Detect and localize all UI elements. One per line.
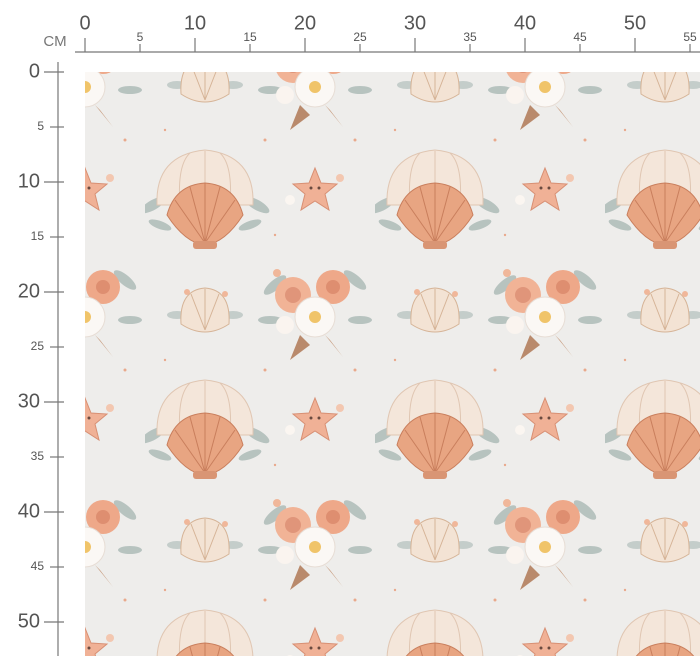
top-tick-label: 40 (514, 12, 536, 34)
left-tick-label: 20 (18, 280, 40, 302)
top-tick-label: 20 (294, 12, 316, 34)
top-tick-label: 5 (137, 30, 144, 44)
top-tick-label: 0 (79, 12, 90, 34)
left-tick-label: 30 (18, 390, 40, 412)
left-tick-label: 35 (31, 449, 45, 463)
left-tick-label: 25 (31, 339, 45, 353)
left-tick-label: 5 (37, 119, 44, 133)
top-tick-label: 45 (573, 30, 587, 44)
top-tick-label: 55 (683, 30, 697, 44)
fabric-pattern (85, 72, 700, 656)
left-tick-label: 40 (18, 500, 40, 522)
left-tick-label: 45 (31, 559, 45, 573)
top-tick-label: 50 (624, 12, 646, 34)
top-tick-label: 15 (243, 30, 257, 44)
left-tick-label: 50 (18, 610, 40, 632)
left-tick-label: 15 (31, 229, 45, 243)
unit-label: CM (43, 33, 66, 50)
left-tick-label: 0 (29, 60, 40, 82)
top-tick-label: 35 (463, 30, 477, 44)
top-tick-label: 30 (404, 12, 426, 34)
top-tick-label: 10 (184, 12, 206, 34)
top-tick-label: 25 (353, 30, 367, 44)
left-tick-label: 10 (18, 170, 40, 192)
